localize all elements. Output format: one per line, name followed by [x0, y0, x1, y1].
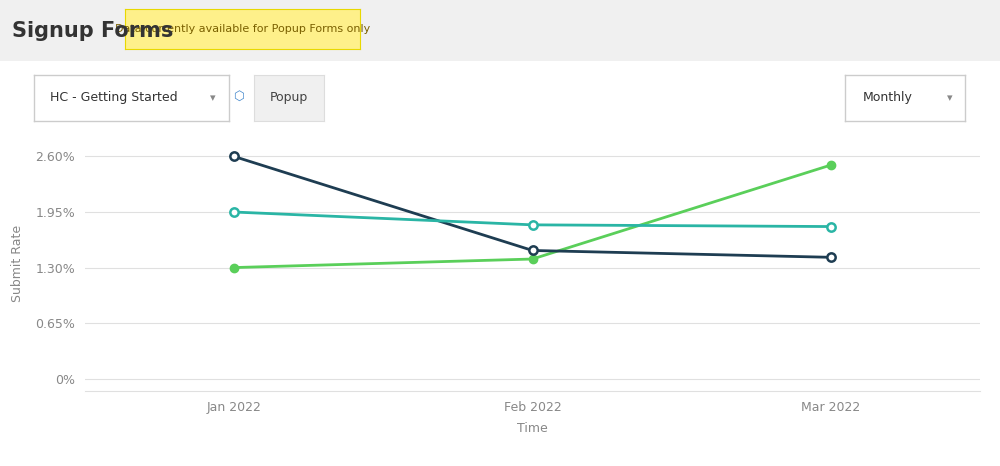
X-axis label: Time: Time: [517, 423, 548, 436]
Text: Popup: Popup: [270, 91, 308, 104]
Text: ▾: ▾: [210, 93, 215, 103]
Text: HC - Getting Started: HC - Getting Started: [50, 91, 177, 104]
Text: ⬡: ⬡: [233, 90, 243, 103]
Text: Data currently available for Popup Forms only: Data currently available for Popup Forms…: [115, 24, 370, 34]
Y-axis label: Submit Rate: Submit Rate: [11, 225, 24, 302]
Text: Signup Forms: Signup Forms: [12, 21, 173, 41]
Text: ▾: ▾: [947, 93, 953, 103]
Text: Monthly: Monthly: [863, 91, 913, 104]
